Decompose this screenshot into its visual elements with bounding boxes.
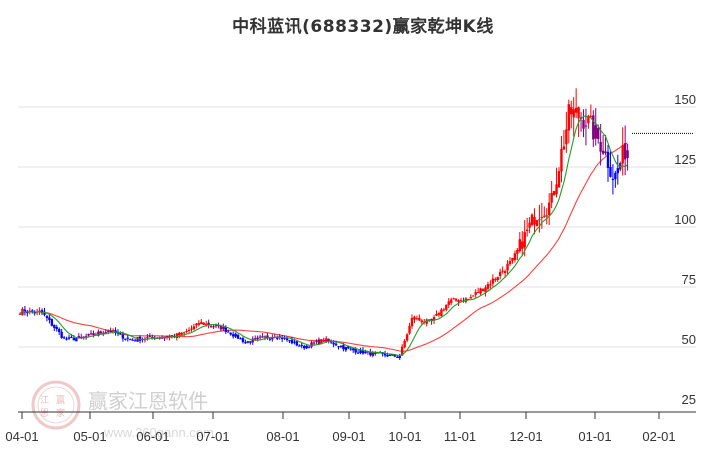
svg-text:赢: 赢 [56, 394, 65, 406]
candlesticks [18, 88, 629, 361]
x-tick-label: 07-01 [196, 429, 229, 444]
y-tick-label: 125 [674, 152, 696, 167]
x-tick-label: 01-01 [578, 429, 611, 444]
y-tick-label: 75 [682, 272, 696, 287]
x-tick-label: 09-01 [332, 429, 365, 444]
x-tick-label: 10-01 [388, 429, 421, 444]
x-tick-label: 02-01 [642, 429, 675, 444]
x-tick-label: 11-01 [444, 429, 476, 444]
svg-text:恩: 恩 [40, 408, 49, 419]
x-tick-label: 06-01 [136, 429, 169, 444]
x-axis: 04-01 05-01 06-01 07-01 08-01 09-01 10-01 11-01… [5, 411, 696, 444]
chart-title: 中科蓝讯(688332)赢家乾坤K线 [232, 17, 494, 37]
x-tick-label: 08-01 [266, 429, 299, 444]
watermark: 江 赢 恩 家 赢家江恩软件 www.360gann.com [31, 380, 214, 440]
svg-text:江: 江 [40, 395, 49, 406]
y-axis-labels: 25 50 75 100 125 150 [674, 92, 696, 407]
svg-text:家: 家 [56, 407, 65, 419]
long-moving-average-line [19, 142, 628, 352]
watermark-brand: 赢家江恩软件 [88, 389, 208, 413]
x-tick-label: 12-01 [509, 429, 542, 444]
y-tick-label: 150 [674, 92, 696, 107]
y-tick-label: 100 [674, 212, 696, 227]
y-tick-label: 50 [682, 332, 696, 347]
seal-logo-icon: 江 赢 恩 家 [31, 380, 81, 430]
watermark-url: www.360gann.com [103, 425, 214, 440]
short-moving-average-line [19, 115, 628, 357]
y-tick-label: 25 [682, 392, 696, 407]
grid-lines [18, 106, 696, 348]
x-tick-label: 05-01 [73, 429, 106, 444]
x-tick-label: 04-01 [5, 429, 38, 444]
